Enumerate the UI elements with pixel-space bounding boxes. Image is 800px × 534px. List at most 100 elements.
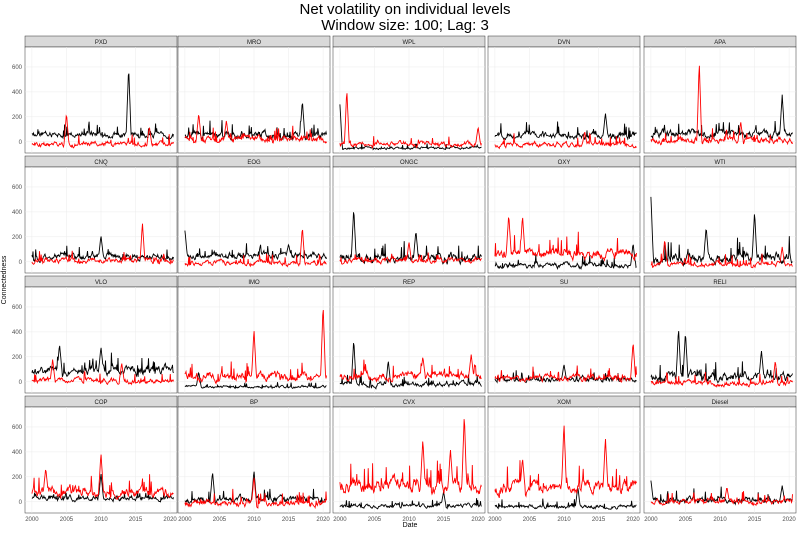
gridlines — [488, 287, 640, 393]
facet-panel: SU — [487, 275, 641, 394]
y-tick-label: 400 — [12, 210, 23, 216]
facet-label: ONGC — [400, 160, 419, 166]
series-line-red — [339, 242, 482, 265]
series-line-red — [184, 477, 327, 510]
y-tick-label: 200 — [12, 235, 23, 241]
series-line-red — [339, 93, 482, 149]
facet-label: VLO — [95, 280, 107, 286]
y-tick-label: 0 — [19, 380, 23, 386]
series-line-black — [650, 331, 793, 384]
gridlines — [25, 47, 177, 153]
series-line-red — [494, 344, 637, 383]
facet-panel: REP — [332, 275, 486, 394]
series-line-black — [494, 487, 637, 511]
series-line-red — [31, 359, 174, 386]
x-tick-label: 2005 — [523, 517, 537, 523]
facet-panel: BP 2000 2005 2010 2015 2020 — [177, 395, 330, 523]
gridlines — [333, 407, 485, 513]
series-line-black — [494, 244, 637, 270]
x-tick-label: 2010 — [402, 517, 416, 523]
series-line-black — [184, 230, 327, 261]
facet-panel: ONGC — [332, 155, 486, 274]
facet-panel: IMO — [177, 275, 331, 394]
series-line-black — [184, 371, 327, 390]
series-line-red — [650, 361, 793, 388]
x-tick-label: 2000 — [178, 517, 192, 523]
series-line-black — [339, 104, 482, 151]
facet-panel: APA — [643, 35, 797, 154]
x-tick-label: 2015 — [282, 517, 296, 523]
series-line-red — [184, 115, 327, 144]
series-line-red — [650, 241, 793, 269]
facet-label: XOM — [557, 400, 571, 406]
series-line-red — [184, 309, 327, 385]
y-tick-label: 600 — [12, 305, 23, 311]
y-tick-label: 400 — [12, 90, 23, 96]
x-tick-label: 2000 — [488, 517, 502, 523]
x-tick-label: 2020 — [316, 517, 330, 523]
facet-label: WPL — [402, 40, 416, 46]
x-tick-label: 2015 — [592, 517, 606, 523]
facet-label: REP — [403, 280, 415, 286]
x-tick-label: 2010 — [557, 517, 571, 523]
x-tick-label: 2005 — [213, 517, 227, 523]
series-line-red — [184, 229, 327, 268]
facet-panel: Diesel 2000 2005 2010 2015 2020 — [643, 395, 796, 523]
x-tick-label: 2000 — [644, 517, 658, 523]
gridlines — [178, 47, 330, 153]
facet-panel: EOG — [177, 155, 331, 274]
x-tick-label: 2020 — [626, 517, 640, 523]
facet-label: IMO — [248, 280, 260, 286]
gridlines — [488, 407, 640, 513]
y-tick-label: 200 — [12, 355, 23, 361]
series-line-red — [650, 65, 793, 146]
y-tick-label: 0 — [19, 500, 23, 506]
facet-label: MRO — [247, 40, 261, 46]
facet-label: SU — [560, 280, 568, 286]
x-tick-label: 2015 — [437, 517, 451, 523]
series-line-black — [339, 490, 482, 510]
x-tick-label: 2020 — [782, 517, 796, 523]
facet-label: DVN — [558, 40, 571, 46]
series-line-red — [31, 223, 174, 265]
facet-panel: COP 0 200 400 600 2000 2005 2010 2015 2020 — [12, 395, 177, 523]
series-line-red — [31, 454, 174, 500]
facet-label: OXY — [558, 160, 571, 166]
facet-label: CNQ — [94, 160, 108, 166]
y-tick-label: 0 — [19, 260, 23, 266]
facet-panel: CNQ 0 200 400 600 — [12, 155, 178, 274]
facet-label: RELI — [713, 280, 727, 286]
x-tick-label: 2015 — [748, 517, 762, 523]
facet-label: PXD — [95, 40, 108, 46]
y-tick-label: 0 — [19, 140, 23, 146]
facet-label: WTI — [715, 160, 726, 166]
facet-label: CVX — [403, 400, 415, 406]
facet-panel: CVX 2000 2005 2010 2015 2020 — [332, 395, 485, 523]
x-tick-label: 2000 — [25, 517, 39, 523]
x-tick-label: 2020 — [163, 517, 177, 523]
x-axis-label: Date — [403, 522, 418, 529]
gridlines — [178, 287, 330, 393]
facet-panel: OXY — [487, 155, 641, 274]
facet-label: Diesel — [712, 400, 729, 406]
series-line-black — [339, 343, 482, 390]
facet-label: APA — [714, 40, 726, 46]
chart-title-line1: Net volatility on individual levels — [300, 1, 511, 18]
series-line-red — [339, 419, 482, 496]
series-line-red — [650, 488, 793, 507]
facet-label: BP — [250, 400, 258, 406]
y-tick-label: 200 — [12, 115, 23, 121]
series-line-black — [31, 345, 174, 378]
x-tick-label: 2005 — [679, 517, 693, 523]
chart-title-line2: Window size: 100; Lag: 3 — [321, 17, 489, 34]
facet-panel: MRO — [177, 35, 331, 154]
x-tick-label: 2010 — [247, 517, 261, 523]
gridlines — [333, 47, 485, 153]
facet-panel: WTI — [643, 155, 797, 274]
series-line-red — [494, 217, 637, 262]
x-tick-label: 2005 — [60, 517, 74, 523]
y-tick-label: 200 — [12, 475, 23, 481]
series-line-black — [650, 196, 793, 268]
